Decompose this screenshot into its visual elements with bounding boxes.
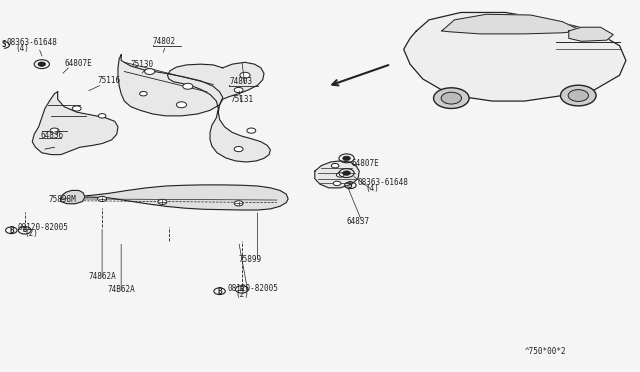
Circle shape [568, 90, 588, 102]
Text: 74B62A: 74B62A [107, 285, 135, 294]
Text: 75116: 75116 [98, 76, 121, 85]
Text: B: B [239, 286, 244, 292]
Polygon shape [65, 185, 288, 210]
Text: 75899: 75899 [239, 255, 262, 264]
Text: 75131: 75131 [231, 95, 254, 104]
Polygon shape [442, 14, 582, 34]
Circle shape [234, 87, 243, 93]
Text: (2): (2) [24, 229, 38, 238]
Circle shape [343, 156, 350, 161]
Polygon shape [32, 92, 118, 155]
Text: 75898M: 75898M [48, 195, 76, 203]
Circle shape [72, 106, 81, 111]
Text: B: B [22, 227, 27, 233]
Circle shape [98, 196, 106, 202]
Text: 74803: 74803 [229, 77, 252, 86]
Circle shape [333, 181, 341, 186]
Text: 64837: 64837 [346, 217, 370, 226]
Text: 74862A: 74862A [88, 272, 116, 281]
Circle shape [332, 163, 339, 168]
Circle shape [234, 147, 243, 152]
Circle shape [240, 72, 250, 78]
Circle shape [140, 92, 147, 96]
Circle shape [145, 68, 155, 74]
Text: ^750*00*2: ^750*00*2 [524, 347, 566, 356]
Text: (4): (4) [365, 184, 380, 193]
Circle shape [158, 199, 167, 205]
Circle shape [177, 102, 186, 108]
Text: 64807E: 64807E [64, 59, 92, 68]
Text: 08363-61648: 08363-61648 [7, 38, 58, 47]
Circle shape [433, 88, 469, 109]
Text: 74802: 74802 [153, 37, 176, 46]
Text: S: S [1, 41, 6, 49]
Circle shape [441, 92, 461, 104]
Circle shape [337, 173, 344, 177]
Text: 64836: 64836 [40, 131, 63, 140]
Circle shape [99, 113, 106, 118]
Text: S: S [348, 181, 353, 190]
Circle shape [343, 171, 350, 175]
Text: 64807E: 64807E [351, 160, 380, 169]
Text: 08363-61648: 08363-61648 [358, 178, 409, 187]
Polygon shape [404, 13, 626, 101]
Text: 09120-82005: 09120-82005 [18, 223, 68, 232]
Text: B: B [9, 226, 13, 235]
Circle shape [247, 128, 256, 133]
Text: 75130: 75130 [131, 60, 154, 69]
Circle shape [183, 83, 193, 89]
Polygon shape [315, 161, 359, 188]
Text: (2): (2) [236, 290, 250, 299]
Text: B: B [217, 287, 222, 296]
Circle shape [38, 62, 45, 66]
Polygon shape [61, 190, 85, 204]
Circle shape [561, 85, 596, 106]
Polygon shape [118, 55, 223, 116]
Circle shape [234, 201, 243, 206]
Text: (4): (4) [15, 44, 29, 53]
Polygon shape [168, 62, 270, 162]
Text: 08120-82005: 08120-82005 [227, 284, 278, 293]
Polygon shape [569, 27, 613, 41]
Circle shape [50, 128, 59, 133]
